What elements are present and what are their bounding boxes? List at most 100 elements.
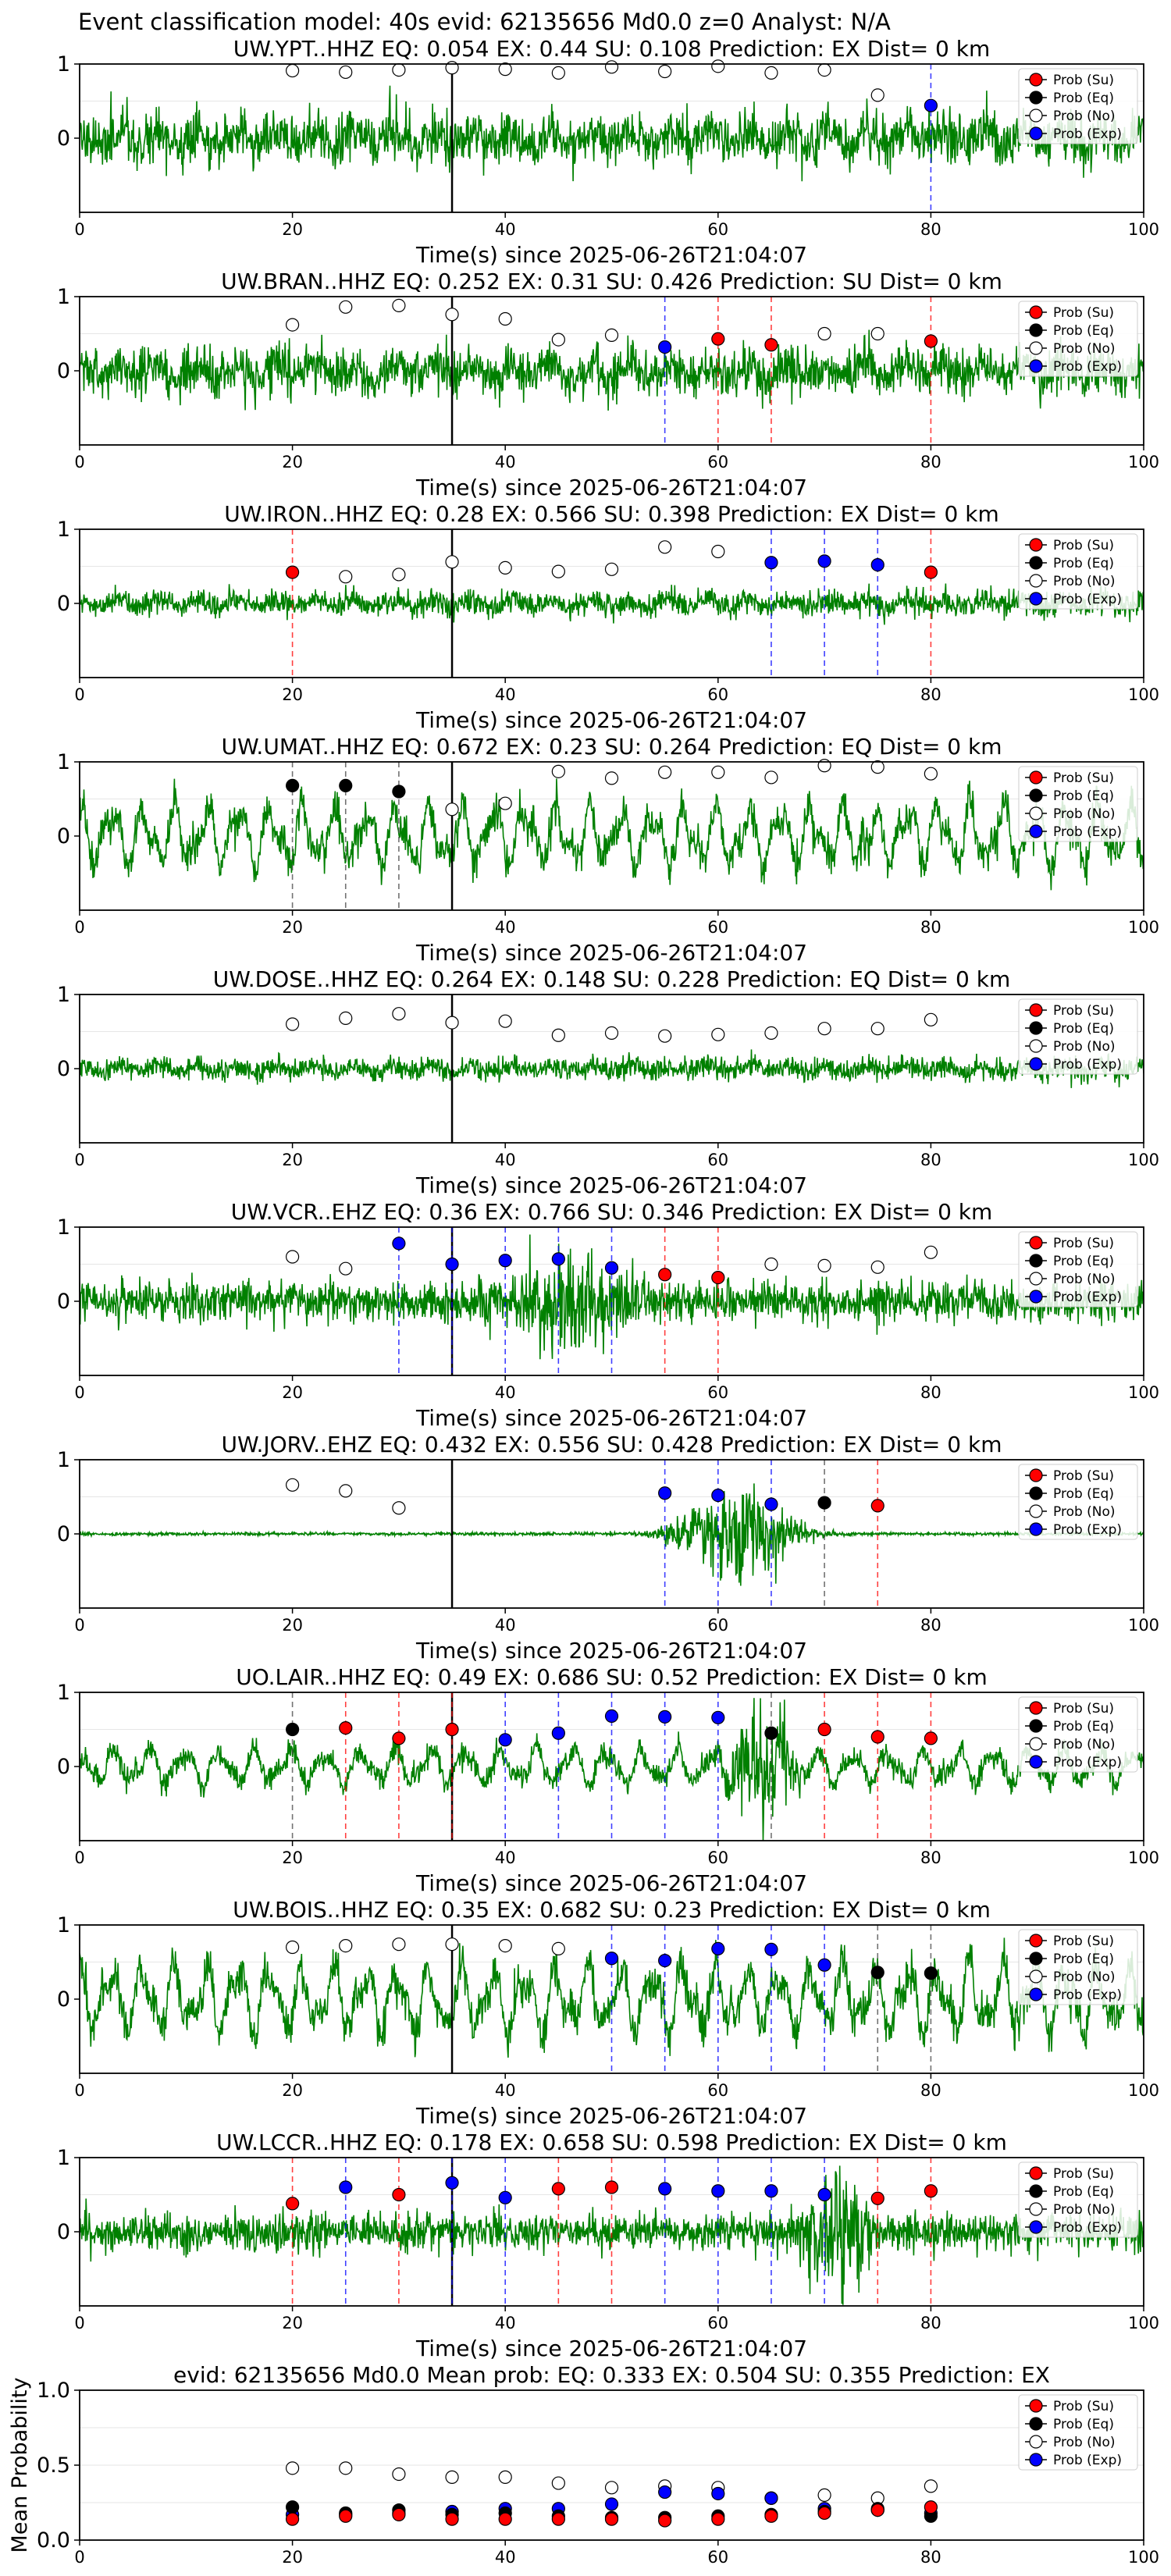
legend-label-exp: Prob (Exp): [1053, 1987, 1122, 2003]
x-tick-label: 80: [920, 685, 941, 704]
y-tick-label: 0.5: [37, 2453, 70, 2478]
prob-marker-no: [445, 308, 459, 322]
x-tick-label: 40: [495, 220, 516, 239]
legend-marker-exp: [1029, 2220, 1043, 2234]
legend-box: [1018, 1231, 1138, 1308]
prob-marker-no: [551, 1941, 565, 1955]
prob-marker-no: [498, 1939, 512, 1953]
x-tick-label: 20: [282, 220, 303, 239]
y-tick-label: 0: [57, 1987, 70, 2012]
prob-marker-exp: [551, 1252, 565, 1266]
legend-box: [1018, 1696, 1138, 1773]
x-tick-label: 100: [1128, 1848, 1159, 1867]
panel-3: UW.IRON..HHZ EQ: 0.28 EX: 0.566 SU: 0.39…: [57, 501, 1159, 733]
y-tick-label: 1: [57, 1215, 70, 1240]
mean-marker-no: [445, 2470, 459, 2484]
prob-marker-exp: [658, 1954, 672, 1968]
panel-title: UO.LAIR..HHZ EQ: 0.49 EX: 0.686 SU: 0.52…: [236, 1664, 988, 1690]
x-tick-label: 20: [282, 2081, 303, 2100]
legend-label-no: Prob (No): [1053, 1504, 1116, 1520]
x-tick-label: 20: [282, 918, 303, 937]
x-tick-label: 100: [1128, 1151, 1159, 1169]
legend-box: [1018, 533, 1138, 610]
x-tick-label: 80: [920, 2081, 941, 2100]
legend-label-exp: Prob (Exp): [1053, 1522, 1122, 1538]
panel-title: UW.BOIS..HHZ EQ: 0.35 EX: 0.682 SU: 0.23…: [233, 1897, 991, 1923]
prob-marker-no: [604, 1026, 619, 1041]
legend-label-eq: Prob (Eq): [1053, 788, 1114, 804]
legend-label-exp: Prob (Exp): [1053, 1290, 1122, 1305]
x-tick-label: 0: [74, 685, 84, 704]
x-tick-label: 60: [707, 1151, 728, 1169]
legend-marker-su: [1029, 2399, 1043, 2413]
prob-marker-exp: [817, 2187, 831, 2202]
prob-marker-no: [551, 66, 565, 80]
y-tick-label: 0: [57, 2220, 70, 2244]
mean-marker-no: [924, 2479, 938, 2493]
y-axis-label: Mean Probability: [8, 2378, 32, 2553]
x-tick-label: 0: [74, 453, 84, 471]
prob-marker-exp: [870, 557, 884, 572]
prob-marker-no: [764, 1026, 778, 1041]
legend-label-exp: Prob (Exp): [1053, 126, 1122, 142]
legend-label-exp: Prob (Exp): [1053, 2453, 1122, 2468]
prob-marker-no: [286, 63, 300, 78]
panel-title: UW.JORV..EHZ EQ: 0.432 EX: 0.556 SU: 0.4…: [222, 1432, 1002, 1457]
mean-marker-no: [339, 2461, 353, 2475]
mean-marker-exp: [764, 2491, 778, 2505]
panel-title: UW.VCR..EHZ EQ: 0.36 EX: 0.766 SU: 0.346…: [231, 1199, 993, 1225]
panel-title: UW.DOSE..HHZ EQ: 0.264 EX: 0.148 SU: 0.2…: [213, 966, 1011, 992]
prob-marker-eq: [339, 778, 353, 793]
waveform-trace: [80, 1483, 1144, 1586]
legend-label-su: Prob (Su): [1053, 1468, 1114, 1484]
legend-label-exp: Prob (Exp): [1053, 1057, 1122, 1073]
x-axis-label: Time(s) since 2025-06-26T21:04:07: [415, 1638, 807, 1663]
y-tick-label: 1: [57, 750, 70, 774]
legend-marker-no: [1029, 1969, 1043, 1984]
prob-marker-exp: [392, 1236, 406, 1251]
prob-marker-exp: [498, 1254, 512, 1268]
legend-marker-eq: [1029, 2417, 1043, 2431]
prob-marker-exp: [604, 1952, 619, 1966]
prob-marker-su: [445, 1722, 459, 1737]
legend-marker-exp: [1029, 2453, 1043, 2467]
legend-marker-eq: [1029, 1719, 1043, 1733]
x-tick-label: 40: [495, 1383, 516, 1402]
x-tick-label: 0: [74, 2314, 84, 2332]
legend-label-no: Prob (No): [1053, 1737, 1116, 1752]
prob-marker-no: [339, 1939, 353, 1953]
panel-title: UW.UMAT..HHZ EQ: 0.672 EX: 0.23 SU: 0.26…: [221, 734, 1002, 760]
prob-marker-exp: [764, 556, 778, 570]
prob-marker-no: [551, 1028, 565, 1042]
legend-label-su: Prob (Su): [1053, 1701, 1114, 1717]
mean-marker-no: [392, 2467, 406, 2482]
x-tick-label: 60: [707, 1848, 728, 1867]
x-tick-label: 60: [707, 2548, 728, 2567]
x-tick-label: 100: [1128, 685, 1159, 704]
x-tick-label: 100: [1128, 918, 1159, 937]
legend-box: [1018, 301, 1138, 377]
prob-marker-no: [445, 1016, 459, 1030]
legend-marker-no: [1029, 2435, 1043, 2449]
legend-label-eq: Prob (Eq): [1053, 556, 1114, 571]
mean-marker-no: [498, 2470, 512, 2484]
x-tick-label: 100: [1128, 2081, 1159, 2100]
y-tick-label: 0: [57, 1755, 70, 1779]
x-tick-label: 40: [495, 2548, 516, 2567]
mean-marker-no: [551, 2476, 565, 2490]
x-tick-label: 20: [282, 2314, 303, 2332]
legend-marker-su: [1029, 1468, 1043, 1482]
legend-marker-no: [1029, 2202, 1043, 2216]
x-tick-label: 40: [495, 2314, 516, 2332]
x-tick-label: 40: [495, 1616, 516, 1635]
mean-marker-su: [445, 2512, 459, 2526]
mean-marker-su: [764, 2509, 778, 2523]
legend-label-exp: Prob (Exp): [1053, 359, 1122, 375]
legend-marker-su: [1029, 2166, 1043, 2180]
legend-marker-eq: [1029, 1486, 1043, 1500]
prob-marker-no: [498, 560, 512, 575]
y-tick-label: 1: [57, 285, 70, 309]
x-tick-label: 60: [707, 1383, 728, 1402]
mean-marker-exp: [711, 2486, 725, 2501]
prob-marker-eq: [817, 1496, 831, 1510]
